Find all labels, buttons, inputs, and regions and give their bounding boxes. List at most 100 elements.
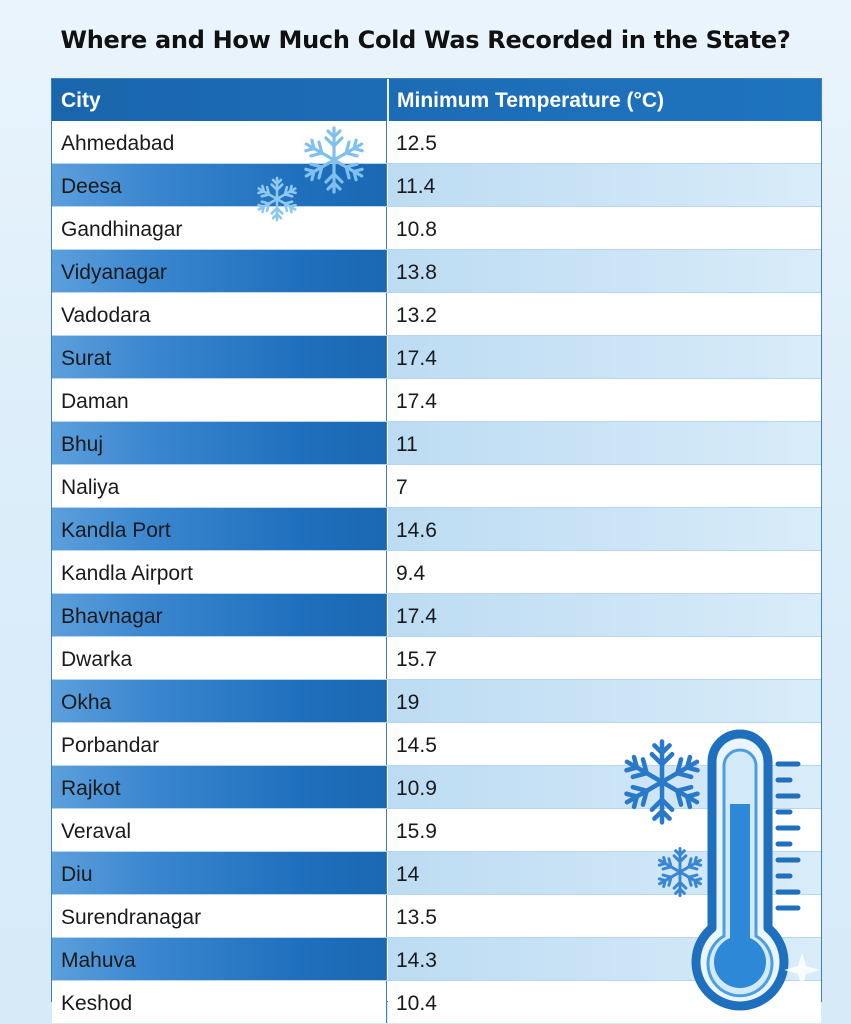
table-row: Dwarka 15.7 xyxy=(52,636,821,679)
min-temp-value: 14 xyxy=(396,863,420,886)
city-cell: Dwarka xyxy=(52,637,387,679)
temp-cell: 13.5 xyxy=(388,895,821,937)
table-row: Deesa 11.4 xyxy=(52,163,821,206)
temp-cell: 10.8 xyxy=(388,207,821,249)
city-cell: Surendranagar xyxy=(52,895,387,937)
table-row: Vadodara 13.2 xyxy=(52,292,821,335)
city-cell: Diu xyxy=(52,852,387,894)
city-name: Ahmedabad xyxy=(61,132,175,155)
city-name: Kandla Port xyxy=(61,519,171,542)
table-row: Veraval 15.9 xyxy=(52,808,821,851)
table-body: Ahmedabad 12.5 Deesa 11.4 Gandhinagar 10.8 Vid… xyxy=(52,121,821,1023)
temp-cell: 15.9 xyxy=(388,809,821,851)
table-row: Vidyanagar 13.8 xyxy=(52,249,821,292)
min-temp-value: 10.4 xyxy=(396,992,437,1015)
city-name: Bhavnagar xyxy=(61,605,163,628)
city-cell: Gandhinagar xyxy=(52,207,387,249)
table-row: Daman 17.4 xyxy=(52,378,821,421)
table-header: City Minimum Temperature (°C) xyxy=(52,79,821,121)
city-cell: Mahuva xyxy=(52,938,387,980)
table-row: Surendranagar 13.5 xyxy=(52,894,821,937)
min-temp-value: 17.4 xyxy=(396,347,437,370)
min-temp-value: 17.4 xyxy=(396,605,437,628)
header-city: City xyxy=(61,89,101,112)
temp-cell: 10.4 xyxy=(388,981,821,1023)
city-name: Naliya xyxy=(61,476,120,499)
city-cell: Vidyanagar xyxy=(52,250,387,292)
city-name: Okha xyxy=(61,691,112,714)
city-cell: Okha xyxy=(52,680,387,722)
city-name: Deesa xyxy=(61,175,122,198)
city-name: Keshod xyxy=(61,992,133,1015)
min-temp-value: 14.5 xyxy=(396,734,437,757)
table-row: Rajkot 10.9 xyxy=(52,765,821,808)
city-name: Mahuva xyxy=(61,949,136,972)
table-row: Mahuva 14.3 xyxy=(52,937,821,980)
header-min-temp: Minimum Temperature (°C) xyxy=(397,89,665,112)
temp-cell: 14.5 xyxy=(388,723,821,765)
city-cell: Kandla Port xyxy=(52,508,387,550)
min-temp-value: 14.6 xyxy=(396,519,437,542)
min-temp-value: 7 xyxy=(396,476,408,499)
temperature-table: City Minimum Temperature (°C) Ahmedabad 1… xyxy=(51,78,822,1023)
city-cell: Daman xyxy=(52,379,387,421)
temp-cell: 13.8 xyxy=(388,250,821,292)
min-temp-value: 14.3 xyxy=(396,949,437,972)
header-divider xyxy=(387,79,389,121)
city-name: Daman xyxy=(61,390,129,413)
city-cell: Surat xyxy=(52,336,387,378)
city-name: Kandla Airport xyxy=(61,562,193,585)
city-cell: Vadodara xyxy=(52,293,387,335)
temp-cell: 14.6 xyxy=(388,508,821,550)
table-row: Diu 14 xyxy=(52,851,821,894)
city-name: Diu xyxy=(61,863,93,886)
city-name: Vidyanagar xyxy=(61,261,167,284)
city-cell: Bhuj xyxy=(52,422,387,464)
city-name: Gandhinagar xyxy=(61,218,183,241)
table-row: Ahmedabad 12.5 xyxy=(52,121,821,163)
min-temp-value: 12.5 xyxy=(396,132,437,155)
temp-cell: 17.4 xyxy=(388,336,821,378)
city-cell: Veraval xyxy=(52,809,387,851)
city-name: Veraval xyxy=(61,820,132,843)
city-name: Surat xyxy=(61,347,112,370)
min-temp-value: 10.8 xyxy=(396,218,437,241)
table-row: Surat 17.4 xyxy=(52,335,821,378)
min-temp-value: 11.4 xyxy=(396,175,436,198)
city-cell: Keshod xyxy=(52,981,387,1023)
temp-cell: 17.4 xyxy=(388,379,821,421)
min-temp-value: 13.8 xyxy=(396,261,437,284)
city-cell: Porbandar xyxy=(52,723,387,765)
city-cell: Deesa xyxy=(52,164,387,206)
temp-cell: 11.4 xyxy=(388,164,821,206)
min-temp-value: 15.9 xyxy=(396,820,437,843)
city-cell: Kandla Airport xyxy=(52,551,387,593)
table-row: Kandla Port 14.6 xyxy=(52,507,821,550)
table-row: Keshod 10.4 xyxy=(52,980,821,1023)
min-temp-value: 9.4 xyxy=(396,562,426,585)
city-name: Surendranagar xyxy=(61,906,202,929)
min-temp-value: 11 xyxy=(396,433,418,456)
city-cell: Rajkot xyxy=(52,766,387,808)
min-temp-value: 17.4 xyxy=(396,390,437,413)
table-row: Okha 19 xyxy=(52,679,821,722)
city-cell: Naliya xyxy=(52,465,387,507)
temp-cell: 12.5 xyxy=(388,121,821,163)
temp-cell: 11 xyxy=(388,422,821,464)
table-row: Porbandar 14.5 xyxy=(52,722,821,765)
min-temp-value: 10.9 xyxy=(396,777,437,800)
temp-cell: 14.3 xyxy=(388,938,821,980)
min-temp-value: 13.5 xyxy=(396,906,437,929)
min-temp-value: 15.7 xyxy=(396,648,437,671)
city-name: Rajkot xyxy=(61,777,121,800)
table-row: Bhavnagar 17.4 xyxy=(52,593,821,636)
temp-cell: 10.9 xyxy=(388,766,821,808)
table-row: Bhuj 11 xyxy=(52,421,821,464)
temp-cell: 15.7 xyxy=(388,637,821,679)
temp-cell: 19 xyxy=(388,680,821,722)
city-name: Vadodara xyxy=(61,304,151,327)
city-name: Dwarka xyxy=(61,648,133,671)
temp-cell: 13.2 xyxy=(388,293,821,335)
city-cell: Ahmedabad xyxy=(52,121,387,163)
temp-cell: 17.4 xyxy=(388,594,821,636)
